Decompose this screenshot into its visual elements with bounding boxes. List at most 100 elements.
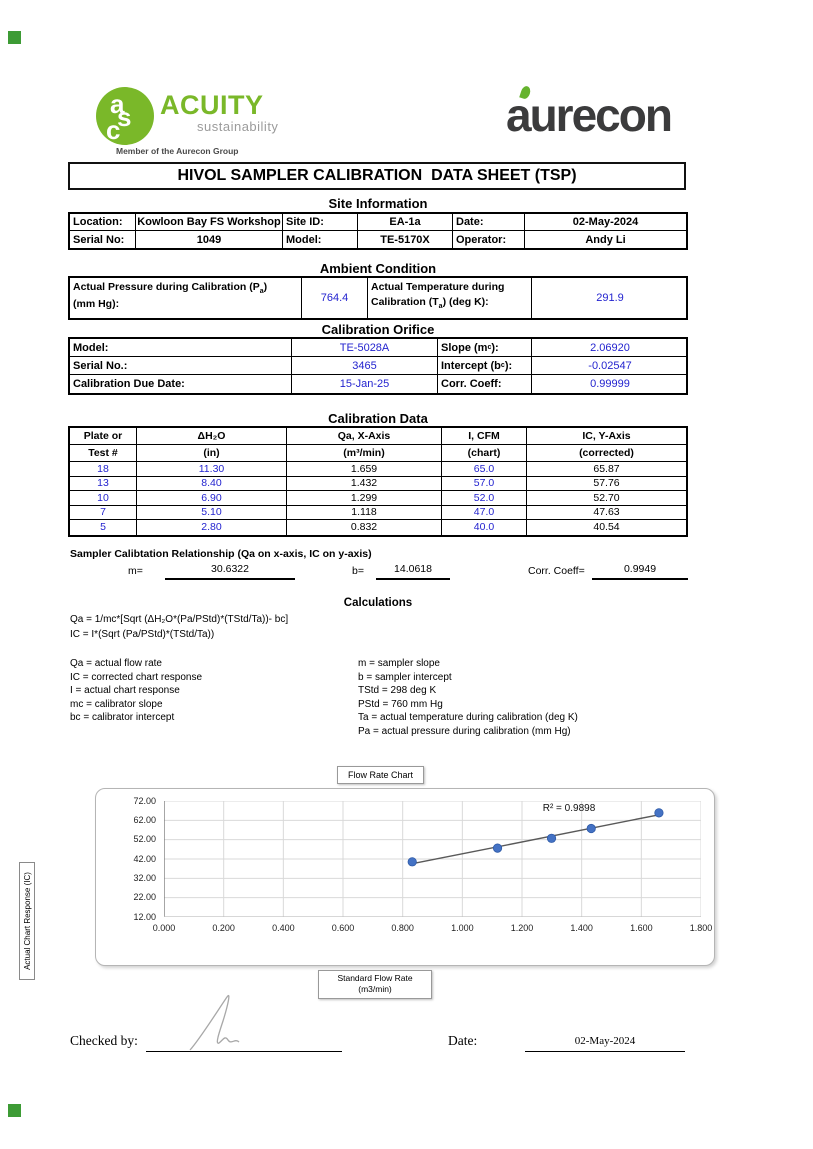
calibration-orifice-table: Model: TE-5028A Slope (m c): 2.06920 Seri… <box>68 337 688 395</box>
site-serial-value: 1049 <box>136 231 283 248</box>
cd-row2-ic: 52.70 <box>527 491 686 506</box>
page-title: HIVOL SAMPLER CALIBRATION DATA SHEET (TS… <box>68 162 686 190</box>
footer-date-value: 02-May-2024 <box>574 1035 636 1047</box>
orifice-intercept-label-sub: c <box>500 362 505 369</box>
cd-row4-qa: 0.832 <box>287 520 442 535</box>
x-tick-label: 0.400 <box>272 923 295 933</box>
r-squared-annotation: R² = 0.9898 <box>542 803 596 814</box>
cd-header-col3-line2: (chart) <box>442 445 527 462</box>
x-tick-label: 0.000 <box>152 923 176 933</box>
y-tick-label: 72.00 <box>133 795 156 806</box>
def-pa: Pa = actual pressure during calibration … <box>358 725 571 737</box>
cd-row3-icfm: 47.0 <box>442 505 527 520</box>
cd-header-col1-line2: (in) <box>137 445 287 462</box>
cd-row4-icfm: 40.0 <box>442 520 527 535</box>
chart-y-axis-label: Actual Chart Response (IC) <box>19 862 35 980</box>
x-tick-label: 1.800 <box>689 923 713 933</box>
ambient-temperature-value: 291.9 <box>596 292 624 304</box>
acuity-wordmark: ACUITY <box>160 90 264 120</box>
corner-mark-bottom <box>8 1104 21 1117</box>
site-model-value: TE-5170X <box>358 231 453 248</box>
def-bc: bc = calibrator intercept <box>70 712 175 723</box>
y-tick-label: 62.00 <box>133 814 156 825</box>
def-ic: IC = corrected chart response <box>70 671 203 683</box>
ambient-pressure-value: 764.4 <box>302 278 368 318</box>
def-qa: Qa = actual flow rate <box>70 658 162 669</box>
x-tick-label: 1.600 <box>630 923 653 933</box>
date-line <box>525 1034 685 1052</box>
cd-header-col2-line2: (m³/min) <box>287 445 442 462</box>
data-point <box>654 808 664 818</box>
site-operator-value: Andy Li <box>585 233 626 246</box>
chart-plot-area: R² = 0.9898 <box>164 801 701 917</box>
acuity-logo-icon: a s c <box>96 87 154 145</box>
m-label: m= <box>128 565 143 577</box>
orifice-intercept-label-post: ): <box>504 359 513 372</box>
x-tick-label: 0.600 <box>331 923 355 933</box>
cd-row1-test: 13 <box>70 476 137 491</box>
definitions-left: Qa = actual flow rate IC = corrected cha… <box>70 657 202 725</box>
cd-row0-test: 18 <box>70 462 137 477</box>
orifice-intercept-label: Intercept (b c): <box>438 357 532 375</box>
site-serial-label: Serial No: <box>70 231 136 248</box>
acuity-letter-s: s <box>117 102 132 132</box>
site-id-value: EA-1a <box>358 214 453 231</box>
cd-row1-dh2o: 8.40 <box>137 476 287 491</box>
m-value: 30.6322 <box>165 563 295 580</box>
corner-mark-top <box>8 31 21 44</box>
aurecon-wordmark: aurecon <box>506 89 673 141</box>
checked-by-signature-line <box>146 1034 342 1052</box>
orifice-model-value: TE-5028A <box>292 339 438 357</box>
y-tick-label: 22.00 <box>133 892 156 903</box>
cd-row4-ic: 40.54 <box>593 521 620 534</box>
ambient-pressure-label-line1: Actual Pressure during Calibration (P <box>73 281 260 293</box>
def-mc: mc = calibrator slope <box>70 698 163 710</box>
y-tick-label: 12.00 <box>133 911 156 922</box>
site-operator-label: Operator: <box>453 231 525 248</box>
orifice-corr-coeff-value: 0.99999 <box>590 378 630 390</box>
cd-row4-dh2o: 2.80 <box>137 520 287 535</box>
cd-row4-test: 5 <box>70 520 137 535</box>
cd-row1-icfm: 57.0 <box>442 476 527 491</box>
relationship-label: Sampler Calibtation Relationship (Qa on … <box>70 548 372 560</box>
cd-header-col4-line1: IC, Y-Axis <box>527 428 686 445</box>
data-point <box>407 857 417 867</box>
acuity-letter-a: a <box>110 89 125 119</box>
ambient-temperature-label-sub: a <box>438 303 443 311</box>
site-location-value: Kowloon Bay FS Workshop <box>136 214 283 231</box>
chart-x-axis-label-line1: Standard Flow Rate <box>337 973 413 983</box>
orifice-model-label: Model: <box>70 339 292 357</box>
orifice-serial-label: Serial No.: <box>70 357 292 375</box>
acuity-tagline: sustainability <box>197 119 279 134</box>
def-ta: Ta = actual temperature during calibrati… <box>358 712 578 723</box>
def-tstd: TStd = 298 deg K <box>358 685 437 696</box>
data-point <box>586 823 596 834</box>
orifice-slope-label: Slope (m c): <box>438 339 532 357</box>
formula-qa: Qa = 1/mc*[Sqrt (ΔH₂O*(Pa/PStd)*(TStd/Ta… <box>70 614 289 625</box>
cd-header-col4-line2: (corrected) <box>527 445 686 462</box>
ambient-temperature-label-line2: Calibration (T <box>371 296 439 309</box>
cd-row2-test: 10 <box>70 491 137 506</box>
y-tick-label: 52.00 <box>133 834 156 845</box>
site-date-value: 02-May-2024 <box>525 214 686 231</box>
cd-row2-qa: 1.299 <box>287 491 442 506</box>
site-date-label: Date: <box>453 214 525 231</box>
acuity-member-text: Member of the Aurecon Group <box>116 146 239 156</box>
orifice-corr-coeff-label-pre: Corr. Coeff: <box>441 378 502 390</box>
chart-x-axis-label: Standard Flow Rate (m3/min) <box>318 970 432 999</box>
site-model-label: Model: <box>283 231 358 248</box>
cd-row2-icfm: 52.0 <box>442 491 527 506</box>
data-point <box>492 843 503 853</box>
b-label: b= <box>352 565 364 577</box>
site-location-label: Location: <box>70 214 136 231</box>
def-pstd: PStd = 760 mm Hg <box>358 698 443 710</box>
formula-ic: IC = I*(Sqrt (Pa/PStd)*(TStd/Ta)) <box>70 629 215 640</box>
ambient-pressure-label: Actual Pressure during Calibration (Pa) … <box>70 278 302 318</box>
ambient-pressure-label-sub: a <box>259 288 264 296</box>
orifice-due-date-label: Calibration Due Date: <box>70 375 292 393</box>
orifice-slope-value: 2.06920 <box>532 339 688 357</box>
ambient-temperature-label-line1: Actual Temperature during <box>371 281 505 293</box>
ambient-condition-table: Actual Pressure during Calibration (Pa) … <box>68 276 688 320</box>
signature <box>189 995 240 1051</box>
orifice-slope-label-post: ): <box>491 341 499 354</box>
